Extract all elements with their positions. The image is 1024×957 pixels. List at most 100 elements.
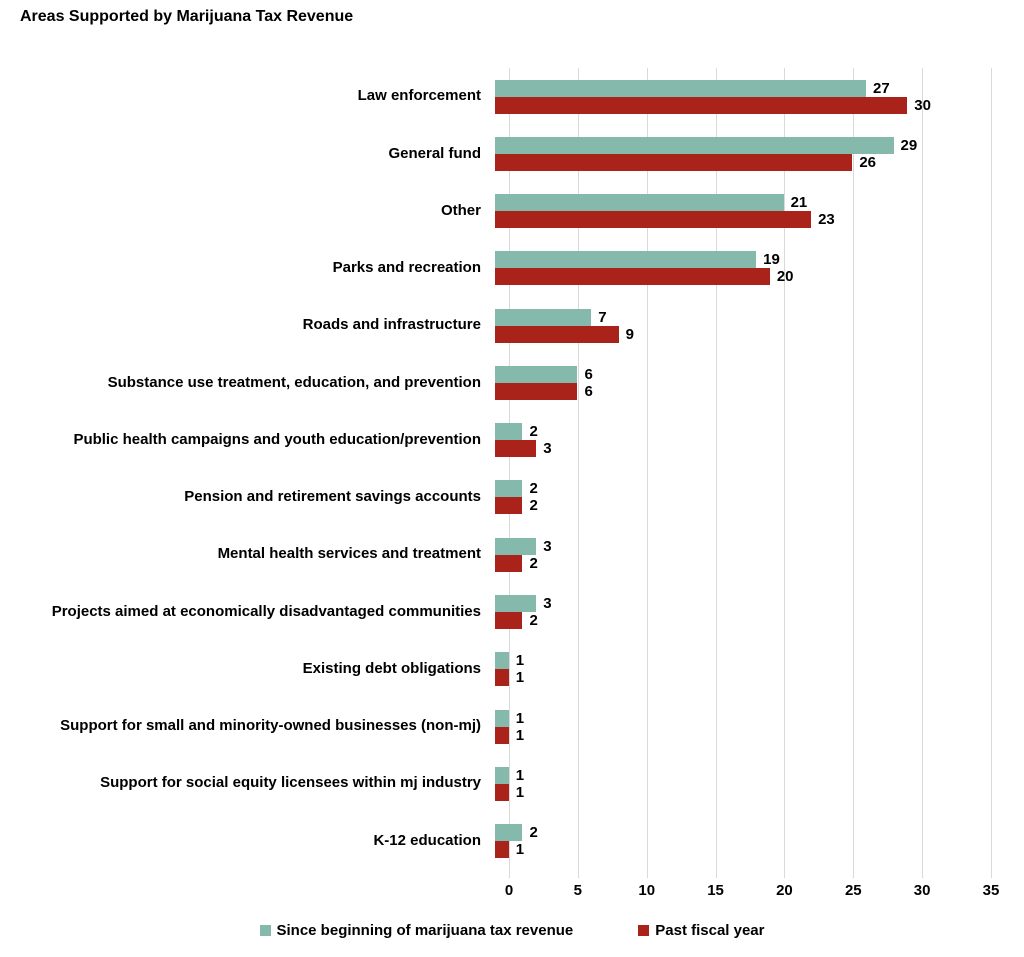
gridline	[715, 68, 717, 878]
bar-value-label: 1	[515, 709, 525, 727]
bar-line: 1	[495, 766, 976, 784]
bar-track: 29 26	[495, 136, 976, 171]
bar-line: 23	[495, 211, 976, 229]
bar-past-fiscal-year	[495, 382, 578, 400]
x-tick-label: 5	[573, 882, 583, 899]
gridline	[646, 68, 648, 878]
bar-line: 3	[495, 595, 976, 613]
bar-since-beginning	[495, 194, 784, 212]
bar-past-fiscal-year	[495, 211, 812, 229]
bar-since-beginning	[495, 480, 523, 498]
bar-past-fiscal-year	[495, 554, 523, 572]
bar-since-beginning	[495, 308, 592, 326]
bar-line: 1	[495, 841, 976, 859]
x-tick-label: 25	[844, 882, 862, 899]
bar-line: 26	[495, 153, 976, 171]
legend-swatch	[259, 925, 271, 936]
bar-line: 29	[495, 136, 976, 154]
gridline	[784, 68, 786, 878]
chart-row: Substance use treatment, education, and …	[0, 354, 1024, 411]
bar-since-beginning	[495, 652, 509, 670]
bar-since-beginning	[495, 136, 894, 154]
bar-value-label: 3	[543, 537, 552, 555]
bar-past-fiscal-year	[495, 783, 509, 801]
category-label: Law enforcement	[357, 87, 481, 105]
category-label: Public health campaigns and youth educat…	[73, 430, 481, 448]
bar-past-fiscal-year	[495, 268, 770, 286]
chart-row: Roads and infrastructure 7 9	[0, 297, 1024, 354]
bar-value-label: 2	[529, 554, 538, 572]
bar-past-fiscal-year	[495, 612, 523, 630]
bar-value-label: 26	[859, 153, 876, 171]
bar-since-beginning	[495, 365, 578, 383]
bar-line: 2	[495, 423, 976, 441]
legend-item-since-beginning: Since beginning of marijuana tax revenue	[259, 922, 574, 939]
chart-row: Support for small and minority-owned bus…	[0, 698, 1024, 755]
bar-line: 2	[495, 612, 976, 630]
chart-row: Other 21 23	[0, 183, 1024, 240]
bar-value-label: 23	[818, 211, 835, 229]
bar-line: 2	[495, 497, 976, 515]
category-label: Mental health services and treatment	[217, 545, 481, 563]
bar-since-beginning	[495, 709, 509, 727]
category-label: Support for social equity licensees with…	[100, 774, 481, 792]
bar-line: 1	[495, 783, 976, 801]
bar-line: 1	[495, 726, 976, 744]
bar-line: 2	[495, 824, 976, 842]
bar-line: 19	[495, 251, 976, 269]
bar-value-label: 2	[529, 423, 538, 441]
bar-since-beginning	[495, 537, 537, 555]
category-label: Substance use treatment, education, and …	[107, 373, 481, 391]
bar-past-fiscal-year	[495, 153, 853, 171]
bar-value-label: 1	[515, 841, 525, 859]
category-label: Pension and retirement savings accounts	[184, 488, 481, 506]
x-tick-label: 15	[707, 882, 724, 899]
legend-label: Past fiscal year	[655, 922, 765, 939]
gridline	[577, 68, 579, 878]
chart-title: Areas Supported by Marijuana Tax Revenue	[20, 8, 354, 25]
bar-value-label: 7	[598, 308, 607, 326]
bar-past-fiscal-year	[495, 96, 908, 114]
category-label: Parks and recreation	[332, 259, 481, 277]
bar-line: 9	[495, 325, 976, 343]
bar-line: 30	[495, 96, 976, 114]
gridline	[922, 68, 924, 878]
bar-past-fiscal-year	[495, 325, 619, 343]
bar-value-label: 1	[515, 783, 525, 801]
bar-since-beginning	[495, 766, 509, 784]
bar-line: 7	[495, 308, 976, 326]
bar-past-fiscal-year	[495, 669, 509, 687]
bar-value-label: 3	[543, 595, 552, 613]
bar-track: 21 23	[495, 194, 976, 229]
gridline	[509, 68, 510, 878]
legend-label: Since beginning of marijuana tax revenue	[276, 922, 574, 939]
bar-past-fiscal-year	[495, 726, 509, 744]
bar-line: 27	[495, 79, 976, 97]
bar-line: 21	[495, 194, 976, 212]
bar-since-beginning	[495, 824, 523, 842]
bar-value-label: 9	[625, 325, 635, 343]
legend-swatch	[638, 925, 650, 936]
bar-line: 1	[495, 709, 976, 727]
legend-item-past-fiscal-year: Past fiscal year	[638, 922, 765, 939]
chart-row: Projects aimed at economically disadvant…	[0, 583, 1024, 640]
plot-area: Law enforcement 27 30 General fund 29 26 Other…	[0, 68, 1024, 870]
legend: Since beginning of marijuana tax revenue…	[0, 922, 1024, 939]
x-axis: 0 5 10 15 20 25 30 35	[505, 882, 1000, 904]
bar-line: 3	[495, 537, 976, 555]
bar-value-label: 1	[515, 766, 525, 784]
bar-line: 2	[495, 554, 976, 572]
bar-line: 2	[495, 480, 976, 498]
bar-past-fiscal-year	[495, 841, 509, 859]
category-label: Other	[440, 201, 481, 219]
bar-line: 6	[495, 365, 976, 383]
category-label: General fund	[388, 144, 481, 162]
bar-value-label: 2	[529, 480, 538, 498]
